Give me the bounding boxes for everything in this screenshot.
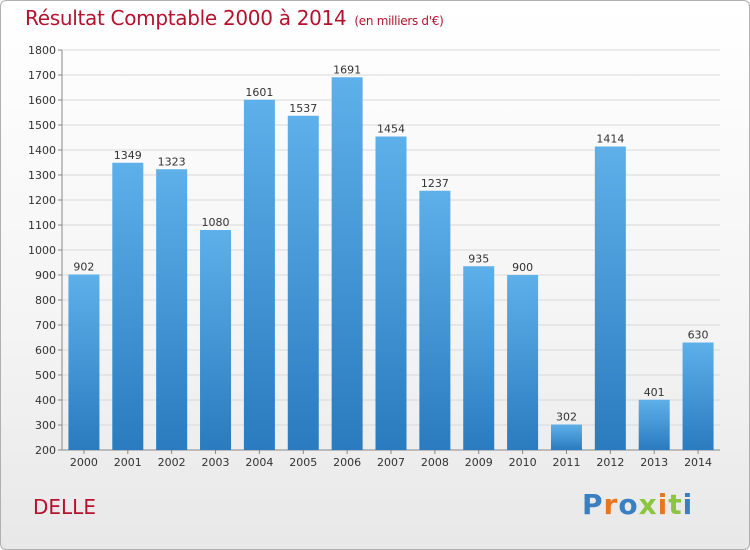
x-tick-label: 2010: [509, 456, 537, 469]
chart-title-text: Résultat Comptable 2000 à 2014: [25, 6, 347, 30]
y-tick-label: 1300: [28, 169, 56, 182]
bar-value-label: 902: [73, 261, 94, 274]
logo-letter: r: [603, 488, 619, 521]
y-tick-label: 500: [35, 369, 56, 382]
bar-value-label: 302: [556, 411, 577, 424]
bar: [200, 230, 232, 450]
x-tick-label: 2007: [377, 456, 405, 469]
logo-letter: P: [582, 488, 604, 521]
y-tick-label: 1700: [28, 69, 56, 82]
x-tick-label: 2001: [114, 456, 142, 469]
bar: [243, 99, 275, 450]
bar-value-label: 630: [688, 329, 709, 342]
bar: [419, 190, 451, 450]
location-label: DELLE: [33, 495, 96, 519]
y-tick-label: 1100: [28, 219, 56, 232]
y-tick-label: 800: [35, 294, 56, 307]
bar: [331, 77, 363, 450]
y-tick-label: 1600: [28, 94, 56, 107]
bar: [287, 115, 319, 450]
logo-letter: i: [682, 488, 694, 521]
bar: [375, 136, 407, 450]
x-tick-label: 2000: [70, 456, 98, 469]
logo-letter: i: [657, 488, 669, 521]
y-tick-label: 700: [35, 319, 56, 332]
x-tick-label: 2011: [552, 456, 580, 469]
x-tick-label: 2014: [684, 456, 712, 469]
x-tick-label: 2003: [202, 456, 230, 469]
bar: [463, 266, 495, 450]
bar-value-label: 1080: [202, 216, 230, 229]
bar-value-label: 1323: [158, 155, 186, 168]
bar: [682, 342, 714, 450]
bar-value-label: 1414: [596, 133, 624, 146]
bar-value-label: 401: [644, 386, 665, 399]
bar-value-label: 1601: [245, 86, 273, 99]
bar-value-label: 900: [512, 261, 533, 274]
x-tick-label: 2013: [640, 456, 668, 469]
x-tick-label: 2008: [421, 456, 449, 469]
bar-value-label: 1454: [377, 123, 405, 136]
bar: [507, 275, 539, 450]
bar-value-label: 1691: [333, 63, 361, 76]
chart-subtitle: (en milliers d'€): [354, 14, 444, 28]
y-tick-label: 1200: [28, 194, 56, 207]
y-tick-label: 600: [35, 344, 56, 357]
bar-value-label: 1537: [289, 102, 317, 115]
bar-value-label: 935: [468, 252, 489, 265]
bar: [112, 162, 144, 450]
proxiti-logo: Proxiti: [582, 488, 693, 521]
logo-letter: t: [668, 488, 683, 521]
bar: [550, 424, 582, 450]
y-tick-label: 200: [35, 444, 56, 457]
x-tick-label: 2004: [245, 456, 273, 469]
logo-letter: o: [618, 488, 639, 521]
y-tick-label: 1500: [28, 119, 56, 132]
x-tick-label: 2005: [289, 456, 317, 469]
bar-value-label: 1349: [114, 149, 142, 162]
y-tick-label: 1800: [28, 44, 56, 57]
y-tick-label: 300: [35, 419, 56, 432]
x-tick-label: 2009: [465, 456, 493, 469]
bar: [594, 146, 626, 450]
y-tick-label: 1400: [28, 144, 56, 157]
y-tick-label: 1000: [28, 244, 56, 257]
logo-letter: x: [638, 488, 658, 521]
bar: [638, 399, 670, 450]
bar: [156, 169, 188, 450]
y-tick-label: 900: [35, 269, 56, 282]
y-tick-label: 400: [35, 394, 56, 407]
x-tick-label: 2012: [596, 456, 624, 469]
x-tick-label: 2006: [333, 456, 361, 469]
x-tick-label: 2002: [158, 456, 186, 469]
bar: [68, 274, 100, 450]
chart-title: Résultat Comptable 2000 à 2014 (en millie…: [25, 6, 444, 30]
bar-value-label: 1237: [421, 177, 449, 190]
